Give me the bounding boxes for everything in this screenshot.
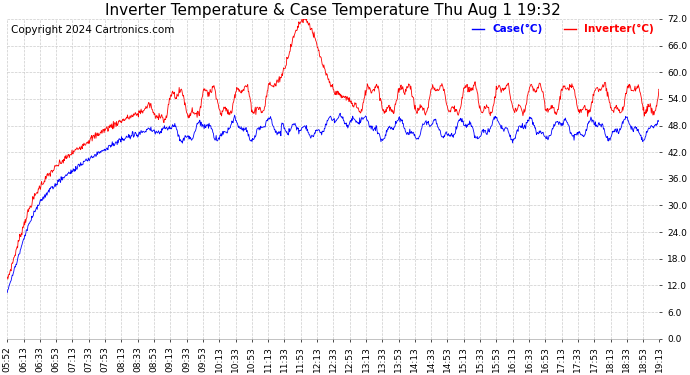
Title: Inverter Temperature & Case Temperature Thu Aug 1 19:32: Inverter Temperature & Case Temperature … <box>106 3 561 18</box>
Text: Copyright 2024 Cartronics.com: Copyright 2024 Cartronics.com <box>10 26 174 35</box>
Legend: Case(°C), Inverter(°C): Case(°C), Inverter(°C) <box>472 24 654 34</box>
